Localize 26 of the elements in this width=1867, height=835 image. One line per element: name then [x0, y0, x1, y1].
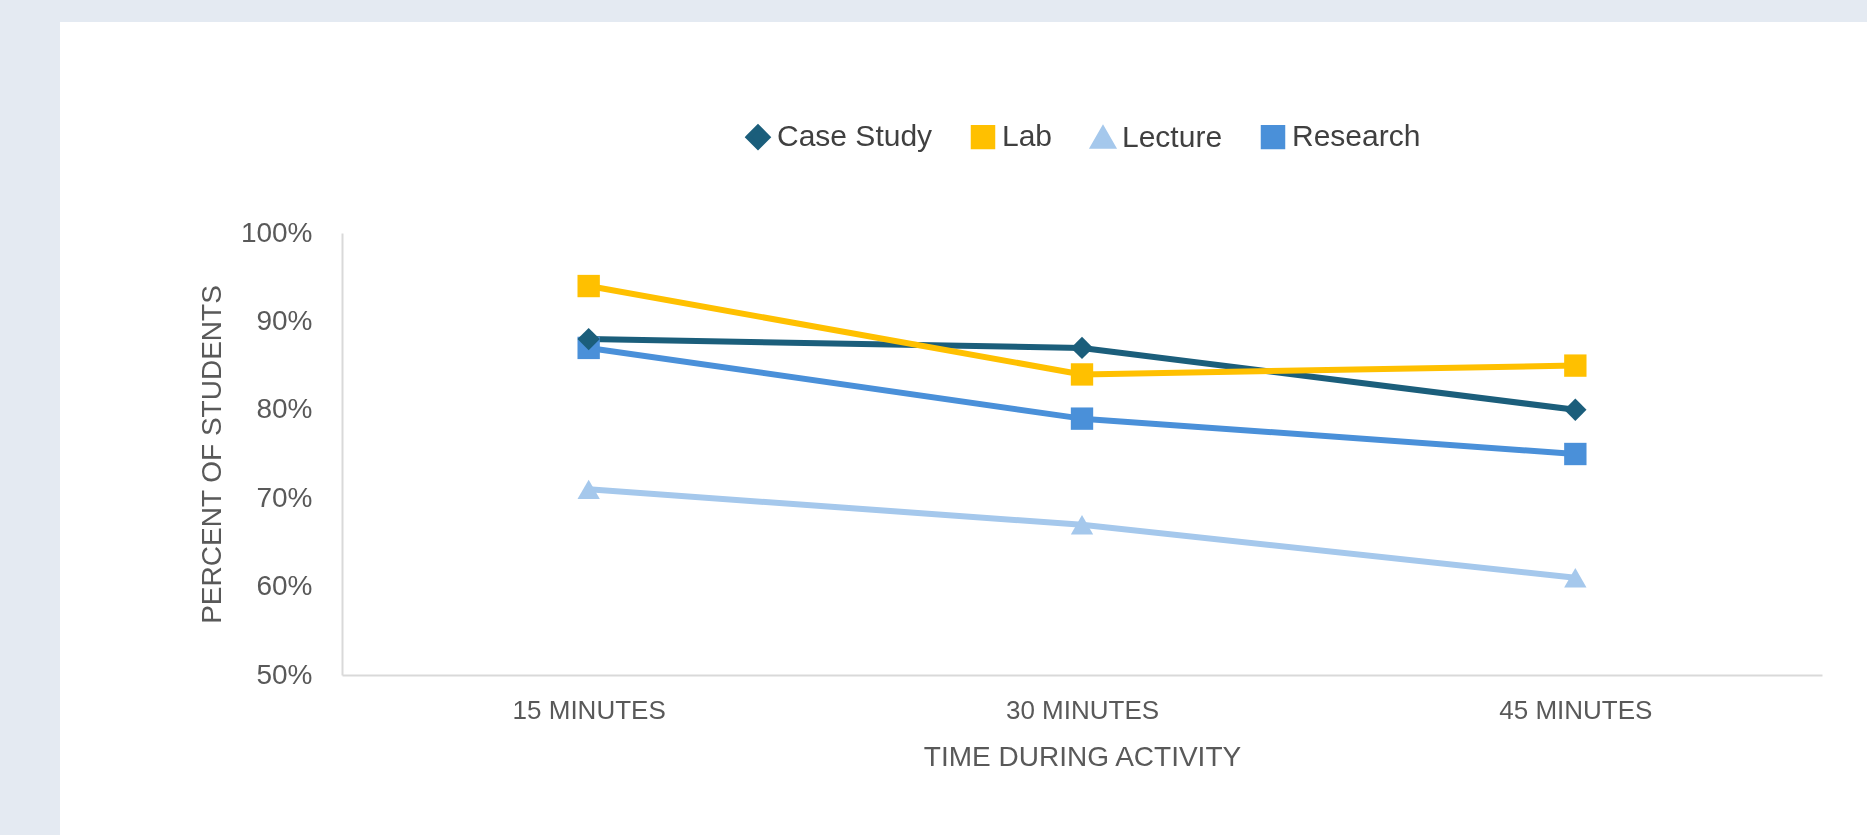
point: [1070, 363, 1094, 386]
point: [1564, 442, 1587, 466]
point: [577, 327, 600, 351]
point: [1564, 398, 1587, 421]
point: [577, 479, 600, 500]
x-axis-title: TIME DURING ACTIVITY: [923, 740, 1242, 772]
y-tick-label: 60%: [256, 570, 313, 602]
y-tick-label: 80%: [256, 393, 313, 425]
y-tick-label: 50%: [256, 658, 313, 690]
legend-label: Lecture: [1122, 119, 1223, 153]
y-tick-label: 100%: [240, 216, 313, 248]
x-tick-label: 45 MINUTES: [1499, 694, 1653, 725]
point: [1564, 568, 1587, 588]
legend-label: Research: [1292, 119, 1421, 153]
y-tick-label: 70%: [256, 481, 313, 513]
y-axis-title: PERCENT OF STUDENTS: [195, 285, 227, 624]
x-tick-label: 30 MINUTES: [1005, 694, 1160, 725]
point: [1564, 354, 1587, 377]
point: [1070, 336, 1094, 360]
x-tick-label: 15 MINUTES: [512, 694, 666, 725]
legend-label: Lab: [1002, 119, 1053, 153]
legend-label: Case Study: [777, 119, 933, 153]
point: [1070, 515, 1094, 535]
point: [577, 274, 600, 298]
y-tick-label: 90%: [256, 304, 313, 336]
point: [1070, 407, 1094, 430]
